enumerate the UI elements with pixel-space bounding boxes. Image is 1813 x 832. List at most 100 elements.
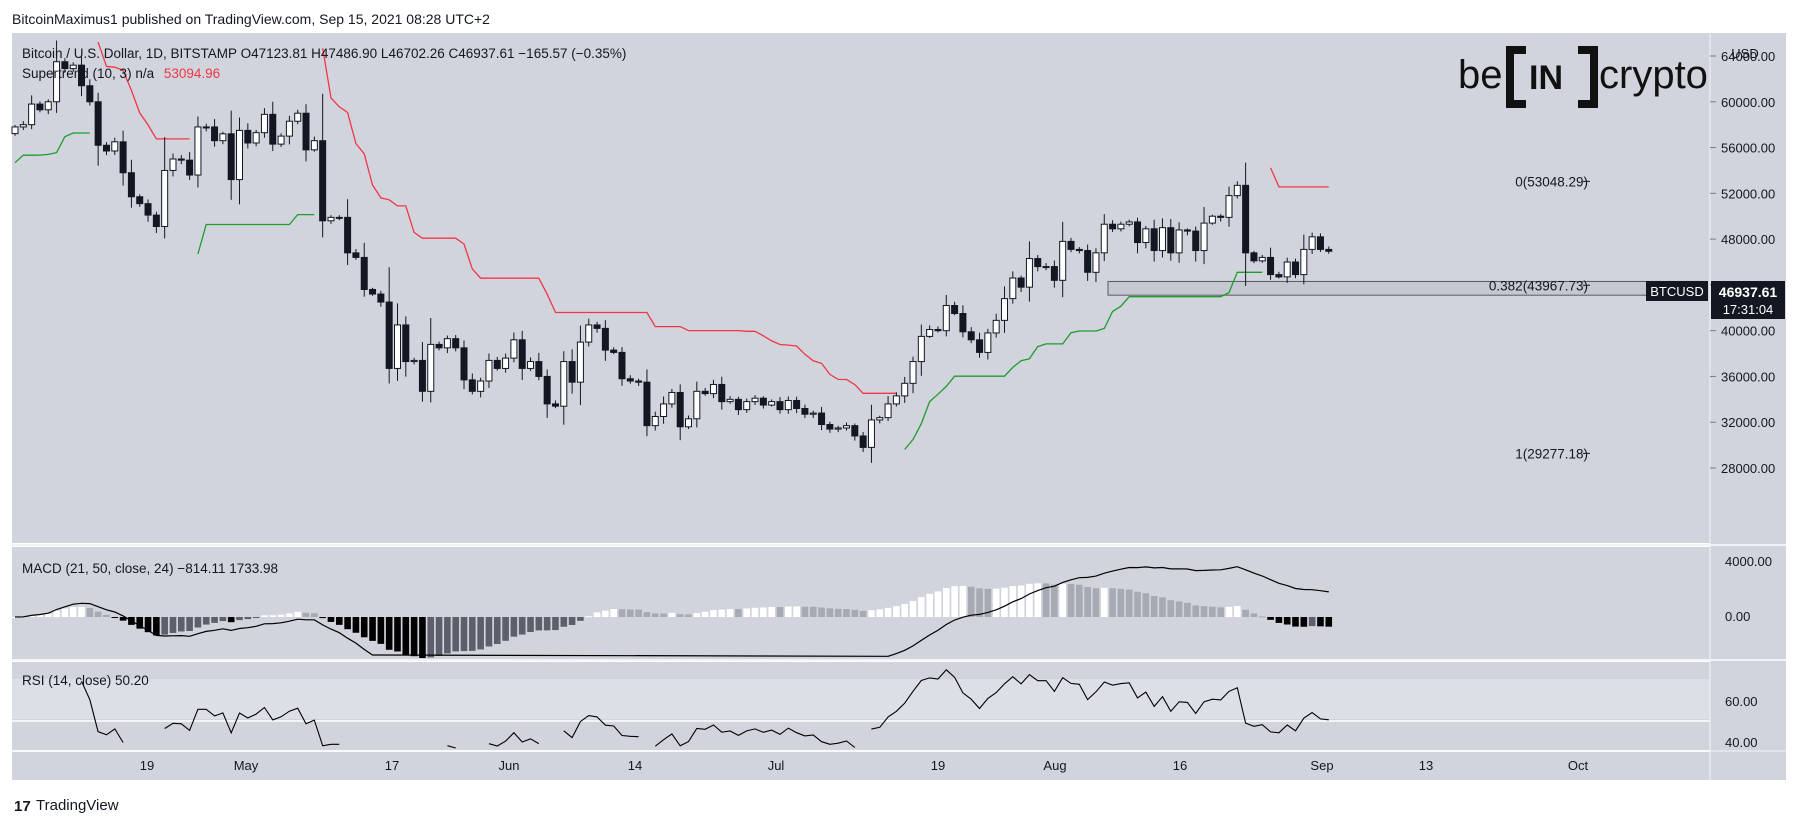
macd-histogram-bar [884,607,892,617]
macd-histogram-bar [169,617,177,633]
price-axis-strip [1710,33,1786,780]
candle-body [1183,229,1191,232]
macd-histogram-bar [635,609,642,617]
macd-histogram-bar [851,609,859,617]
candle-body [1258,256,1266,262]
candle-body [94,101,102,146]
macd-histogram-bar [959,586,967,617]
macd-histogram-bar [701,611,709,617]
supertrend-up-line [14,132,90,164]
candle-body [818,412,826,426]
candle-body [1084,250,1092,273]
candle-body [568,361,576,383]
macd-histogram-bar [236,617,243,621]
macd-histogram-bar [992,588,1000,617]
candle-body [252,132,260,144]
candle-body [651,416,659,427]
macd-histogram-bar [277,614,285,617]
macd-histogram-bar [834,608,842,617]
candle-body [136,196,144,205]
candle-body [269,113,277,145]
time-axis-label: Oct [1568,758,1589,773]
macd-histogram-bar [435,617,443,656]
candle-body [194,126,202,176]
macd-histogram-bar [111,617,119,618]
macd-histogram-bar [1109,588,1116,617]
price-tick-label: 60000.00 [1721,95,1775,110]
macd-histogram-bar [1209,606,1216,617]
time-axis-label: Jun [499,758,520,773]
macd-tick: 4000.00 [1725,554,1772,569]
candle-body [776,401,784,411]
candle-body [1117,223,1125,230]
support-zone-box[interactable] [1107,280,1704,296]
candle-body [1250,252,1258,262]
candle-body [576,341,584,383]
macd-histogram-bar [502,617,509,641]
ticker-label: BTCUSD [1650,284,1703,299]
candle-body [1167,227,1175,254]
macd-histogram-bar [743,608,751,617]
price-tick-label: 48000.00 [1721,232,1775,247]
candle-body [369,288,377,295]
fib-level-label: 1(29277.18) [1515,446,1588,461]
candle-body [867,419,875,448]
macd-histogram-bar [610,609,617,617]
macd-histogram-bar [78,606,85,617]
supertrend-up-line [904,271,1263,450]
macd-histogram-bar [1250,613,1258,617]
macd-histogram-bar [86,608,94,617]
supertrend-down-line [1270,167,1329,188]
macd-histogram-bar [311,613,318,617]
candle-body [551,403,559,407]
macd-histogram-bar [967,586,975,617]
macd-histogram-bar [211,617,218,623]
time-axis-labels: 19 May 17 Jun 14 Jul 19 Aug 16 Sep 13 Oct [140,758,1589,773]
fib-retracement[interactable]: 0(53048.29) 0.382(43967.73) 1(29277.18) [1489,174,1590,461]
candle-body [892,395,900,405]
macd-histogram-bar [103,614,110,617]
candle-body [468,379,476,392]
macd-histogram-bar [394,617,401,652]
rsi-tick: 40.00 [1725,735,1758,750]
macd-line [14,566,1329,657]
candle-body [277,135,285,145]
time-axis-label: Sep [1310,758,1333,773]
candle-body [610,349,618,353]
candle-body [909,361,917,384]
candle-body [926,329,934,337]
rsi-line [654,724,856,748]
macd-histogram-bar [726,609,734,617]
candle-body [1050,266,1058,281]
candle-body [560,361,568,407]
macd-histogram-bar [69,606,77,617]
rsi-line [164,706,340,747]
candle-body [585,324,593,343]
candle-body [693,390,701,420]
candle-body [410,359,418,363]
candle-body [402,324,410,363]
macd-histogram-bar [602,610,609,617]
time-axis-label: Aug [1043,758,1066,773]
candle-body [86,85,94,103]
candle-body [1192,230,1200,252]
candle-body [427,343,435,392]
macd-histogram-bar [344,617,351,630]
time-axis-label: Jul [768,758,785,773]
candle-body [643,381,651,427]
beincrypto-logo: be IN crypto [1458,46,1708,108]
candle-body [1034,258,1042,268]
macd-histogram-bar [319,617,326,619]
fib-level-label: 0.382(43967.73) [1489,278,1588,293]
candle-body [443,338,451,349]
macd-histogram-bar [593,612,601,617]
macd-histogram-bar [485,617,493,647]
candle-body [951,304,959,315]
macd-histogram-bar [535,617,543,631]
candle-body [344,216,352,254]
macd-histogram-bar [793,606,800,617]
macd-histogram-bar [1200,606,1208,617]
candle-body [784,399,792,411]
macd-histogram-bar [452,617,459,652]
